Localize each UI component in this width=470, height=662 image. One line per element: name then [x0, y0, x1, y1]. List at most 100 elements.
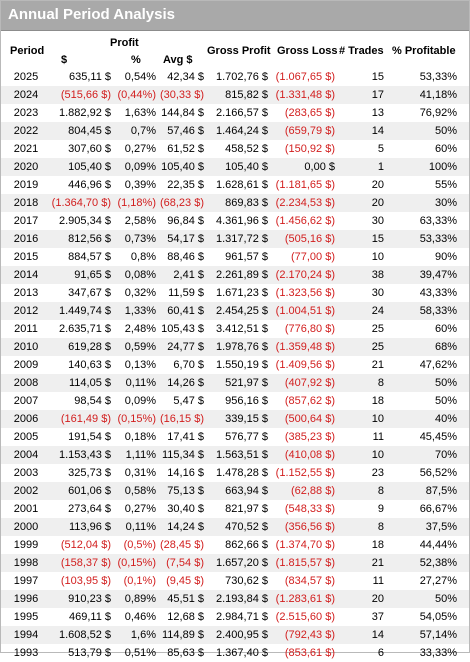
header-profit-dollar: $ [61, 54, 68, 66]
cell-gp: 730,62 $ [225, 575, 268, 587]
cell-avg: 54,17 $ [167, 233, 204, 245]
cell-pct: 0,13% [124, 359, 156, 371]
cell-gp: 1.671,23 $ [216, 287, 268, 299]
cell-pct: 0,11% [125, 521, 156, 533]
table-row: 2016 812,56 $ 0,73% 54,17 $ 1.317,72 $ (505,1… [1, 230, 469, 248]
cell-pp: 50% [434, 593, 457, 605]
header-avg: Avg $ [163, 54, 193, 66]
cell-trades: 21 [371, 557, 384, 569]
table-row: 2025 635,11 $ 0,54% 42,34 $ 1.702,76 $ (1.067… [1, 68, 469, 86]
cell-gp: 4.361,96 $ [216, 215, 268, 227]
cell-gl: (2.170,24 $) [275, 269, 335, 281]
cell-gp: 1.317,72 $ [216, 233, 268, 245]
cell-pct: (1,18%) [117, 197, 156, 209]
table-row: 1999 (512,04 $) (0,5%) (28,45 $) 862,66 $ (1.… [1, 536, 469, 554]
cell-avg: 115,34 $ [161, 449, 204, 461]
cell-year: 2003 [13, 467, 39, 479]
table-row: 2020 105,40 $ 0,09% 105,40 $ 105,40 $ 0,00 $ 1… [1, 158, 469, 176]
cell-pct: 0,8% [130, 251, 156, 263]
cell-avg: 85,63 $ [167, 647, 204, 659]
cell-gp: 1.657,20 $ [216, 557, 268, 569]
cell-trades: 5 [377, 143, 384, 155]
cell-trades: 20 [371, 179, 384, 191]
cell-profit: 884,57 $ [68, 251, 111, 263]
cell-avg: (30,33 $) [159, 89, 204, 101]
cell-gp: 576,77 $ [225, 431, 268, 443]
cell-pp: 27,27% [419, 575, 457, 587]
cell-gp: 956,16 $ [225, 395, 268, 407]
cell-gl: (62,88 $) [290, 485, 335, 497]
cell-profit: 98,54 $ [74, 395, 111, 407]
table-row: 2002 601,06 $ 0,58% 75,13 $ 663,94 $ (62,88 $… [1, 482, 469, 500]
cell-year: 2012 [13, 305, 39, 317]
cell-trades: 30 [371, 215, 384, 227]
cell-profit: 910,23 $ [68, 593, 111, 605]
cell-profit: 2.635,71 $ [59, 323, 111, 335]
cell-profit: 114,05 $ [68, 377, 111, 389]
cell-year: 2023 [13, 107, 39, 119]
cell-profit: 113,96 $ [68, 521, 111, 533]
cell-pp: 90% [434, 251, 457, 263]
cell-year: 2016 [13, 233, 39, 245]
cell-trades: 10 [371, 251, 384, 263]
table-row: 1994 1.608,52 $ 1,6% 114,89 $ 2.400,95 $ (792… [1, 626, 469, 644]
table-row: 2011 2.635,71 $ 2,48% 105,43 $ 3.412,51 $ (77… [1, 320, 469, 338]
cell-avg: 30,40 $ [167, 503, 204, 515]
cell-year: 2018 [13, 197, 39, 209]
cell-pp: 68% [434, 341, 457, 353]
cell-pct: (0,1%) [123, 575, 156, 587]
cell-gp: 2.400,95 $ [216, 629, 268, 641]
cell-avg: 14,16 $ [167, 467, 204, 479]
cell-trades: 25 [371, 341, 384, 353]
cell-trades: 8 [377, 521, 384, 533]
header-pct-profitable: % Profitable [392, 45, 456, 57]
cell-profit: 2.905,34 $ [59, 215, 111, 227]
cell-gp: 1.367,40 $ [216, 647, 268, 659]
cell-year: 1998 [13, 557, 39, 569]
table-row: 2014 91,65 $ 0,08% 2,41 $ 2.261,89 $ (2.170,2… [1, 266, 469, 284]
cell-trades: 25 [371, 323, 384, 335]
cell-trades: 8 [377, 377, 384, 389]
cell-pp: 60% [434, 143, 457, 155]
cell-pp: 56,52% [419, 467, 457, 479]
cell-year: 2006 [13, 413, 39, 425]
cell-pp: 45,45% [419, 431, 457, 443]
cell-pp: 57,14% [419, 629, 457, 641]
cell-gl: (1.152,55 $) [275, 467, 335, 479]
cell-gp: 521,97 $ [225, 377, 268, 389]
cell-year: 1993 [13, 647, 39, 659]
table-row: 2005 191,54 $ 0,18% 17,41 $ 576,77 $ (385,23 … [1, 428, 469, 446]
table-row: 2008 114,05 $ 0,11% 14,26 $ 521,97 $ (407,92 … [1, 374, 469, 392]
cell-trades: 11 [372, 575, 384, 587]
cell-pct: 0,09% [124, 161, 156, 173]
cell-trades: 13 [371, 107, 384, 119]
cell-profit: 635,11 $ [68, 71, 111, 83]
cell-profit: 1.449,74 $ [59, 305, 111, 317]
cell-gl: (1.004,51 $) [275, 305, 335, 317]
cell-year: 2015 [13, 251, 39, 263]
table-row: 1998 (158,37 $) (0,15%) (7,54 $) 1.657,20 $ (… [1, 554, 469, 572]
cell-pct: 2,48% [124, 323, 156, 335]
table-row: 2015 884,57 $ 0,8% 88,46 $ 961,57 $ (77,00 $)… [1, 248, 469, 266]
cell-year: 2009 [13, 359, 39, 371]
table-row: 2019 446,96 $ 0,39% 22,35 $ 1.628,61 $ (1.181… [1, 176, 469, 194]
cell-profit: 347,67 $ [68, 287, 111, 299]
cell-pct: 0,08% [124, 269, 156, 281]
cell-pp: 66,67% [419, 503, 457, 515]
cell-profit: 1.153,43 $ [59, 449, 111, 461]
cell-avg: 88,46 $ [167, 251, 204, 263]
table-row: 2017 2.905,34 $ 2,58% 96,84 $ 4.361,96 $ (1.4… [1, 212, 469, 230]
cell-pct: 0,32% [124, 287, 156, 299]
cell-gl: 0,00 $ [304, 161, 335, 173]
cell-gp: 2.193,84 $ [216, 593, 268, 605]
cell-avg: (68,23 $) [159, 197, 204, 209]
cell-trades: 18 [371, 539, 384, 551]
cell-gp: 339,15 $ [225, 413, 268, 425]
cell-gl: (150,92 $) [284, 143, 335, 155]
cell-profit: 1.882,92 $ [59, 107, 111, 119]
cell-gl: (1.456,62 $) [275, 215, 335, 227]
cell-pp: 58,33% [419, 305, 457, 317]
cell-trades: 10 [371, 449, 384, 461]
cell-gl: (1.331,48 $) [275, 89, 335, 101]
cell-year: 2010 [13, 341, 39, 353]
